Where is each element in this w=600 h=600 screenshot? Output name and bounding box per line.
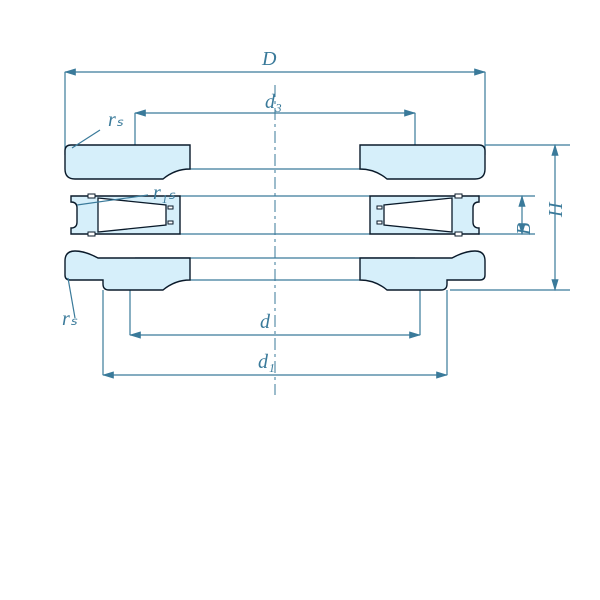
label-rs-bottom: rₛ <box>62 308 78 330</box>
bearing-diagram: D d₃ d d₁ B H rₛ rₛ r₁ₛ <box>0 0 600 600</box>
label-r1s: r₁ₛ <box>153 182 176 204</box>
label-D: D <box>261 48 277 70</box>
bottom-washer-right <box>360 251 485 290</box>
label-H: H <box>545 201 567 218</box>
bottom-washer-left <box>65 251 190 290</box>
top-washer-left <box>65 145 190 179</box>
label-d3: d₃ <box>265 91 282 113</box>
label-d: d <box>260 311 271 333</box>
label-d1: d₁ <box>258 351 275 373</box>
label-rs-top: rₛ <box>108 109 124 131</box>
label-B: B <box>513 223 535 235</box>
top-washer-right <box>360 145 485 179</box>
